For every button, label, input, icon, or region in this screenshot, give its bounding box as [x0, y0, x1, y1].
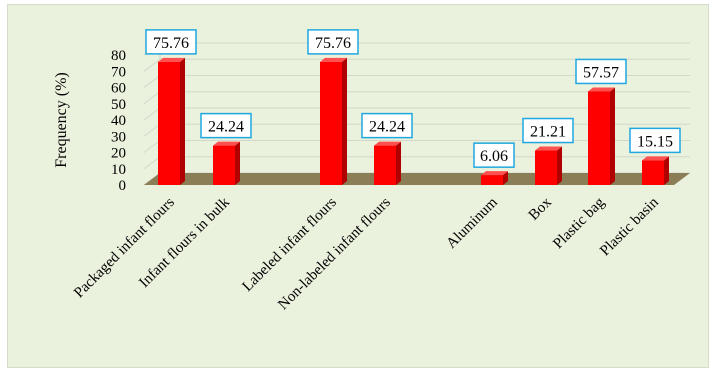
bar-side [557, 146, 562, 185]
bar-5 [535, 146, 562, 185]
data-label-text: 75.76 [315, 35, 351, 52]
bar-top [642, 156, 669, 161]
bar-4 [481, 171, 508, 185]
bar-side [235, 141, 240, 185]
data-label: 75.76 [307, 29, 359, 55]
y-axis-label: Frequency (%) [53, 72, 70, 168]
x-tick-label: Non-labeled infant flours [275, 194, 394, 313]
data-label: 57.57 [575, 58, 627, 85]
bar-front [213, 145, 235, 185]
x-tick-label: Labeled infant flours [240, 194, 340, 294]
chart-panel: 0 10 20 30 40 50 60 70 80 Frequency (%) 75.76 24.… [7, 4, 709, 368]
bar-front [320, 61, 342, 185]
bar-6 [588, 87, 615, 185]
bar-top [320, 57, 347, 62]
data-label-text: 21.21 [530, 124, 566, 141]
data-label-box [307, 29, 359, 55]
bar-side [396, 141, 401, 185]
bar-front [642, 160, 664, 185]
bar-7 [642, 156, 669, 185]
bar-side [503, 171, 508, 185]
data-label-text: 75.76 [153, 35, 189, 52]
x-tick-label: Plastic basin [597, 194, 662, 259]
y-tick-label: 60 [111, 81, 126, 97]
y-tick-label: 10 [111, 162, 126, 178]
bar-top [213, 141, 240, 146]
gridline-8 [143, 42, 690, 56]
data-label-box [145, 29, 197, 55]
data-label-text: 6.06 [480, 148, 508, 165]
bar-top [158, 57, 185, 62]
bar-front [588, 91, 610, 185]
data-label: 6.06 [473, 142, 515, 168]
data-label: 24.24 [361, 112, 413, 139]
y-tick-label: 0 [119, 178, 127, 194]
bar-front [374, 145, 396, 185]
bar-1 [213, 141, 240, 185]
bar-2 [320, 57, 347, 185]
data-label-box [522, 117, 574, 144]
data-label: 75.76 [145, 29, 197, 55]
data-label: 15.15 [629, 127, 681, 154]
data-label-text: 57.57 [583, 64, 619, 81]
bar-side [664, 156, 669, 185]
y-tick-label: 70 [111, 64, 126, 80]
x-tick-label: Box [526, 194, 555, 223]
bar-top [374, 141, 401, 146]
bar-top [535, 146, 562, 151]
bar-top [481, 171, 508, 176]
data-label-box [473, 142, 515, 168]
data-label-box [361, 112, 413, 139]
bar-front [535, 150, 557, 185]
y-tick-label: 50 [111, 97, 126, 113]
bar-side [610, 87, 615, 185]
data-label-text: 24.24 [208, 119, 244, 136]
x-tick-label: Aluminum [444, 194, 502, 252]
y-tick-label: 80 [111, 48, 126, 64]
gridline-7 [143, 58, 690, 72]
data-label-box [629, 127, 681, 154]
data-label-box [575, 58, 627, 85]
y-tick-label: 30 [111, 129, 126, 145]
y-tick-label: 40 [111, 113, 126, 129]
data-label-box [200, 112, 252, 139]
bar-0 [158, 57, 185, 185]
bar-side [342, 57, 347, 185]
data-label: 21.21 [522, 117, 574, 144]
x-tick-label: Packaged infant flours [71, 194, 178, 301]
x-tick-label: Infant flours in bulk [136, 194, 233, 291]
bars: 75.76 24.24 75.76 24.24 6.06 21.21 57.57 15.15 [145, 29, 681, 185]
data-label-text: 24.24 [369, 119, 405, 136]
bar-front [481, 175, 503, 185]
x-tick-label: Plastic bag [550, 194, 608, 252]
bar-3 [374, 141, 401, 185]
bar-side [180, 57, 185, 185]
data-label: 24.24 [200, 112, 252, 139]
data-label-text: 15.15 [637, 133, 673, 150]
bar-top [588, 87, 615, 92]
bar-front [158, 61, 180, 185]
y-tick-label: 20 [111, 146, 126, 162]
